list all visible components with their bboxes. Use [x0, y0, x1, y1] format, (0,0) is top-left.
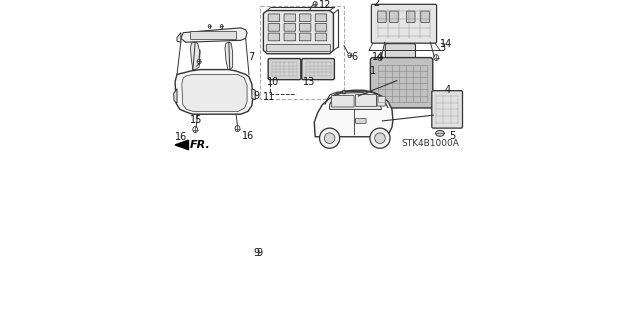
Text: 11: 11: [264, 92, 276, 102]
Text: 2: 2: [374, 0, 380, 8]
Text: 16: 16: [175, 132, 187, 142]
Text: 12: 12: [319, 0, 331, 10]
Text: 10: 10: [268, 77, 280, 86]
Text: STK4B1000A: STK4B1000A: [401, 139, 460, 148]
Polygon shape: [173, 89, 177, 103]
FancyBboxPatch shape: [355, 94, 376, 107]
FancyBboxPatch shape: [377, 96, 385, 106]
FancyBboxPatch shape: [378, 11, 386, 23]
Polygon shape: [314, 90, 393, 137]
Ellipse shape: [370, 128, 390, 148]
FancyBboxPatch shape: [268, 14, 280, 22]
FancyBboxPatch shape: [316, 24, 326, 31]
FancyBboxPatch shape: [268, 59, 301, 80]
FancyBboxPatch shape: [390, 11, 398, 23]
FancyBboxPatch shape: [266, 44, 330, 51]
Ellipse shape: [324, 133, 335, 144]
Text: 9: 9: [254, 91, 260, 101]
FancyBboxPatch shape: [420, 11, 429, 23]
Text: 15: 15: [189, 115, 202, 125]
Text: 13: 13: [303, 77, 316, 86]
FancyBboxPatch shape: [191, 31, 236, 39]
FancyBboxPatch shape: [300, 33, 311, 41]
Text: 7: 7: [248, 52, 254, 62]
Polygon shape: [191, 42, 200, 70]
Polygon shape: [181, 28, 247, 42]
FancyBboxPatch shape: [355, 119, 366, 123]
Polygon shape: [264, 11, 333, 54]
Polygon shape: [182, 74, 247, 111]
Polygon shape: [175, 140, 189, 150]
Text: 9: 9: [257, 249, 263, 258]
FancyBboxPatch shape: [302, 59, 334, 80]
Polygon shape: [177, 33, 181, 42]
Text: 14: 14: [440, 39, 452, 49]
FancyBboxPatch shape: [284, 33, 296, 41]
FancyBboxPatch shape: [371, 4, 436, 43]
Ellipse shape: [374, 133, 385, 144]
Text: 3: 3: [439, 43, 445, 53]
Text: 16: 16: [243, 131, 255, 141]
FancyBboxPatch shape: [432, 91, 463, 128]
FancyBboxPatch shape: [371, 58, 433, 108]
FancyBboxPatch shape: [284, 14, 296, 22]
Text: 9: 9: [254, 249, 260, 258]
Text: 1: 1: [371, 66, 376, 76]
FancyBboxPatch shape: [406, 11, 415, 23]
Ellipse shape: [342, 91, 346, 94]
FancyBboxPatch shape: [300, 24, 311, 31]
Text: 14: 14: [371, 52, 384, 62]
Polygon shape: [330, 93, 381, 109]
FancyBboxPatch shape: [268, 24, 280, 31]
Text: 5: 5: [449, 131, 456, 141]
FancyBboxPatch shape: [316, 33, 326, 41]
Polygon shape: [252, 89, 255, 100]
Polygon shape: [225, 42, 233, 70]
FancyBboxPatch shape: [284, 24, 296, 31]
FancyBboxPatch shape: [385, 44, 415, 58]
FancyBboxPatch shape: [332, 95, 354, 107]
Ellipse shape: [319, 128, 340, 148]
Text: 4: 4: [445, 85, 451, 95]
Text: 6: 6: [351, 52, 357, 62]
Text: FR.: FR.: [189, 140, 210, 150]
FancyBboxPatch shape: [316, 14, 326, 22]
Polygon shape: [175, 70, 253, 114]
Ellipse shape: [436, 130, 444, 136]
FancyBboxPatch shape: [300, 14, 311, 22]
FancyBboxPatch shape: [268, 33, 280, 41]
